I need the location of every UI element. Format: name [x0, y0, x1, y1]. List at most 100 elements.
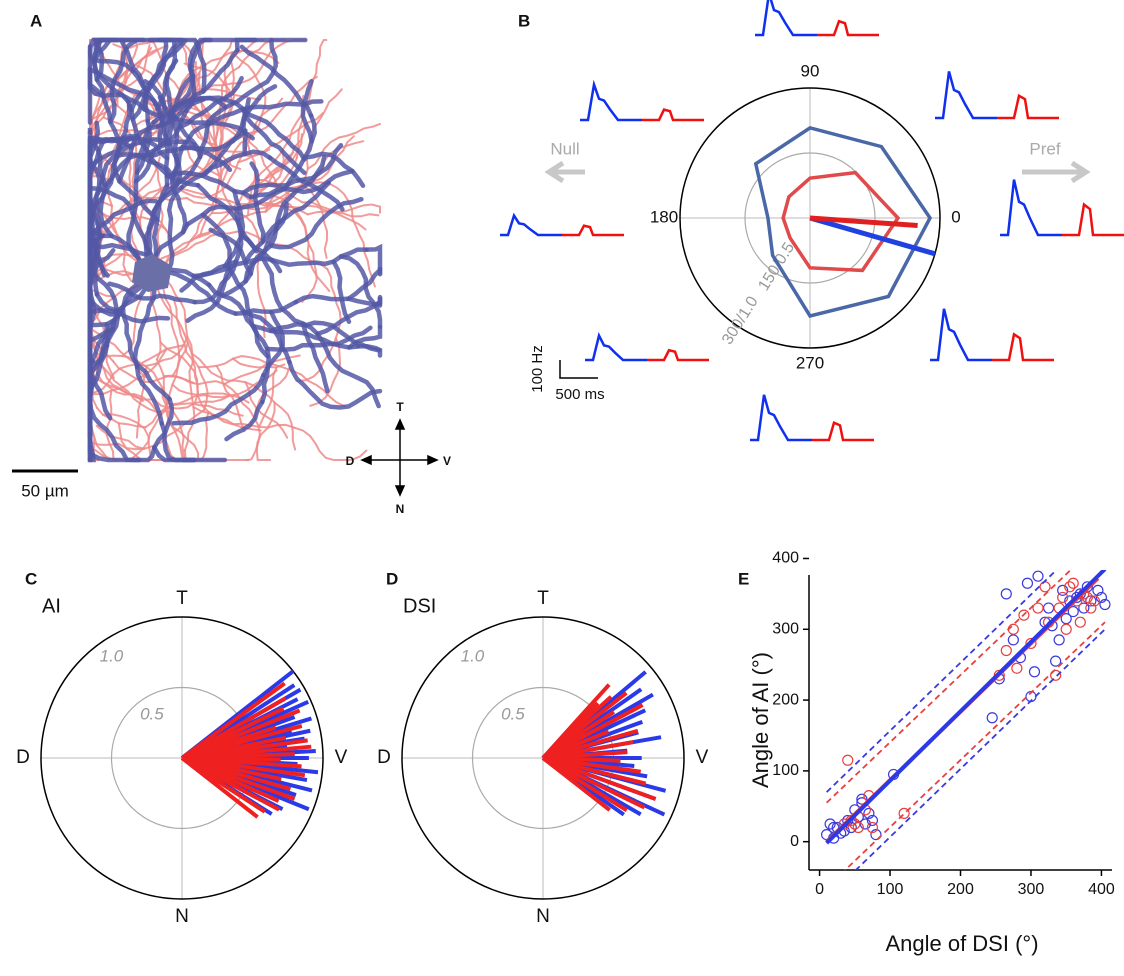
dendrite — [239, 44, 314, 118]
dendrite — [155, 114, 183, 206]
grid-circle — [679, 87, 941, 349]
scatter-point — [898, 807, 910, 819]
response-trace — [817, 19, 879, 37]
scatter-point — [866, 814, 879, 827]
x-tick-label: 400 — [1088, 881, 1115, 898]
dendrite — [326, 268, 342, 348]
dendrite — [261, 309, 285, 378]
x-tick-label: 0 — [815, 881, 824, 898]
dendrite — [90, 312, 122, 363]
response-trace — [935, 71, 997, 120]
x-tick-label: 300 — [1018, 881, 1045, 898]
dendrite — [155, 37, 178, 111]
dendrite — [87, 37, 146, 85]
dendrite — [152, 396, 175, 450]
dendrite — [119, 37, 149, 112]
r-tick-label: 1.0 — [100, 647, 124, 666]
grid-circle — [40, 616, 324, 900]
direction-label: V — [335, 747, 348, 768]
dendrite — [94, 292, 171, 324]
dendrite — [87, 251, 121, 361]
grid-circle — [744, 152, 876, 284]
response-trace — [750, 394, 812, 442]
direction-label: V — [696, 747, 709, 768]
scatter-point — [1060, 613, 1072, 625]
response-trace — [1000, 179, 1062, 237]
direction-label: T — [537, 588, 549, 609]
polar-title: DSI — [403, 595, 436, 617]
dendrite — [215, 415, 296, 429]
direction-label: T — [176, 588, 188, 609]
dendrite — [168, 394, 232, 406]
vector — [542, 756, 657, 801]
dendrite — [231, 357, 286, 369]
polar-title: AI — [42, 595, 61, 617]
scatter-point — [1032, 602, 1044, 614]
dendrite — [309, 337, 342, 407]
y-tick-label: 200 — [772, 691, 799, 708]
scatter-point — [852, 821, 864, 834]
scatter-point — [1000, 644, 1012, 657]
scatter-point — [842, 754, 854, 766]
scatter-point — [1042, 602, 1055, 614]
scatter-point — [866, 821, 879, 834]
dendrite — [273, 401, 297, 451]
dendrite — [338, 254, 383, 330]
response-trace — [647, 348, 709, 362]
bound-line — [854, 628, 1106, 870]
dendrite — [269, 247, 369, 267]
response-trace — [580, 79, 642, 122]
direction-label: N — [175, 906, 189, 927]
grid-circle — [401, 616, 685, 900]
dendrite — [273, 114, 303, 163]
dendrite — [287, 359, 383, 410]
scatter-point — [856, 793, 868, 805]
scatter-point — [1057, 584, 1069, 596]
dendrite — [165, 184, 185, 275]
scatter-point — [1067, 577, 1079, 589]
response-trace — [500, 212, 562, 237]
dendrite — [265, 325, 373, 352]
scatter-point — [1050, 655, 1062, 667]
dendrite — [185, 185, 288, 227]
dendrite — [208, 227, 253, 277]
dendrite — [233, 299, 299, 316]
dendrite — [346, 324, 383, 350]
scatter-point — [1085, 602, 1097, 614]
r-tick-label: 300/1.0 — [719, 293, 762, 347]
scatter-point — [986, 712, 998, 724]
scale-bar-label: 50 µm — [21, 481, 69, 500]
scatter-point — [1028, 666, 1041, 678]
dendrite — [293, 426, 368, 461]
dendrite — [240, 106, 307, 176]
r-tick-label: 1.0 — [461, 647, 485, 666]
dendrite — [274, 154, 327, 231]
dendrite — [251, 323, 361, 350]
dendrite — [142, 79, 167, 148]
dendrite — [364, 243, 383, 277]
scatter-point — [842, 814, 854, 827]
angle-label: 0 — [951, 207, 960, 226]
y-tick-label: 0 — [790, 833, 799, 850]
vector — [180, 681, 286, 760]
scatter-point — [1081, 581, 1093, 593]
dendrite — [192, 406, 262, 432]
dendrite — [244, 133, 279, 189]
dendrite — [183, 333, 209, 411]
y-axis-title: Angle of AI (°) — [748, 652, 773, 788]
r-tick-label: 0.5 — [140, 704, 164, 723]
scatter-point — [870, 828, 882, 841]
dendrite — [251, 323, 271, 405]
scatter-point — [1021, 577, 1034, 589]
scatter-point — [1039, 581, 1051, 593]
scatter-point — [1007, 634, 1019, 646]
dendrite — [87, 443, 157, 463]
angle-label: 180 — [650, 207, 678, 226]
dendrite — [268, 196, 364, 250]
dendrite — [234, 37, 258, 53]
scale-bar-label: 500 ms — [555, 386, 604, 403]
dendrite — [95, 424, 146, 450]
scatter-point — [1000, 588, 1012, 600]
scatter-point — [1032, 570, 1044, 582]
dendrite — [279, 201, 318, 303]
